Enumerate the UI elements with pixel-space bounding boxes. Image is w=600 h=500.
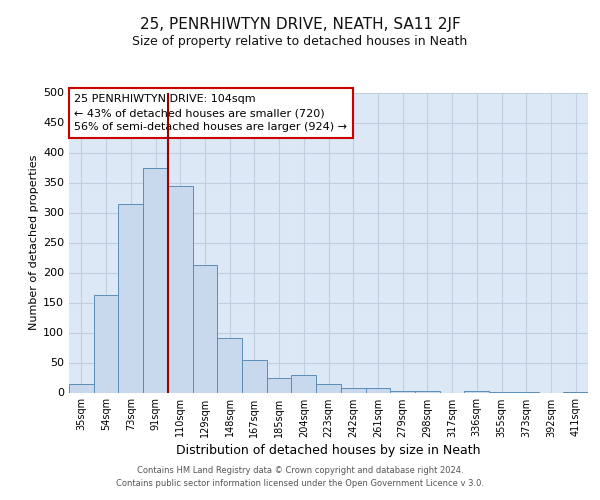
Text: Size of property relative to detached houses in Neath: Size of property relative to detached ho… bbox=[133, 35, 467, 48]
Y-axis label: Number of detached properties: Number of detached properties bbox=[29, 155, 39, 330]
Bar bbox=[69, 384, 94, 392]
Bar bbox=[217, 338, 242, 392]
Bar bbox=[390, 390, 415, 392]
Bar bbox=[292, 375, 316, 392]
Bar bbox=[193, 264, 217, 392]
Bar bbox=[94, 294, 118, 392]
Bar bbox=[267, 378, 292, 392]
Bar bbox=[365, 388, 390, 392]
Bar bbox=[118, 204, 143, 392]
Bar bbox=[415, 390, 440, 392]
Bar bbox=[143, 168, 168, 392]
Text: 25 PENRHIWTYN DRIVE: 104sqm
← 43% of detached houses are smaller (720)
56% of se: 25 PENRHIWTYN DRIVE: 104sqm ← 43% of det… bbox=[74, 94, 347, 132]
X-axis label: Distribution of detached houses by size in Neath: Distribution of detached houses by size … bbox=[176, 444, 481, 456]
Bar bbox=[242, 360, 267, 392]
Text: 25, PENRHIWTYN DRIVE, NEATH, SA11 2JF: 25, PENRHIWTYN DRIVE, NEATH, SA11 2JF bbox=[140, 18, 460, 32]
Text: Contains HM Land Registry data © Crown copyright and database right 2024.
Contai: Contains HM Land Registry data © Crown c… bbox=[116, 466, 484, 487]
Bar bbox=[316, 384, 341, 392]
Bar bbox=[464, 390, 489, 392]
Bar bbox=[341, 388, 365, 392]
Bar bbox=[168, 186, 193, 392]
